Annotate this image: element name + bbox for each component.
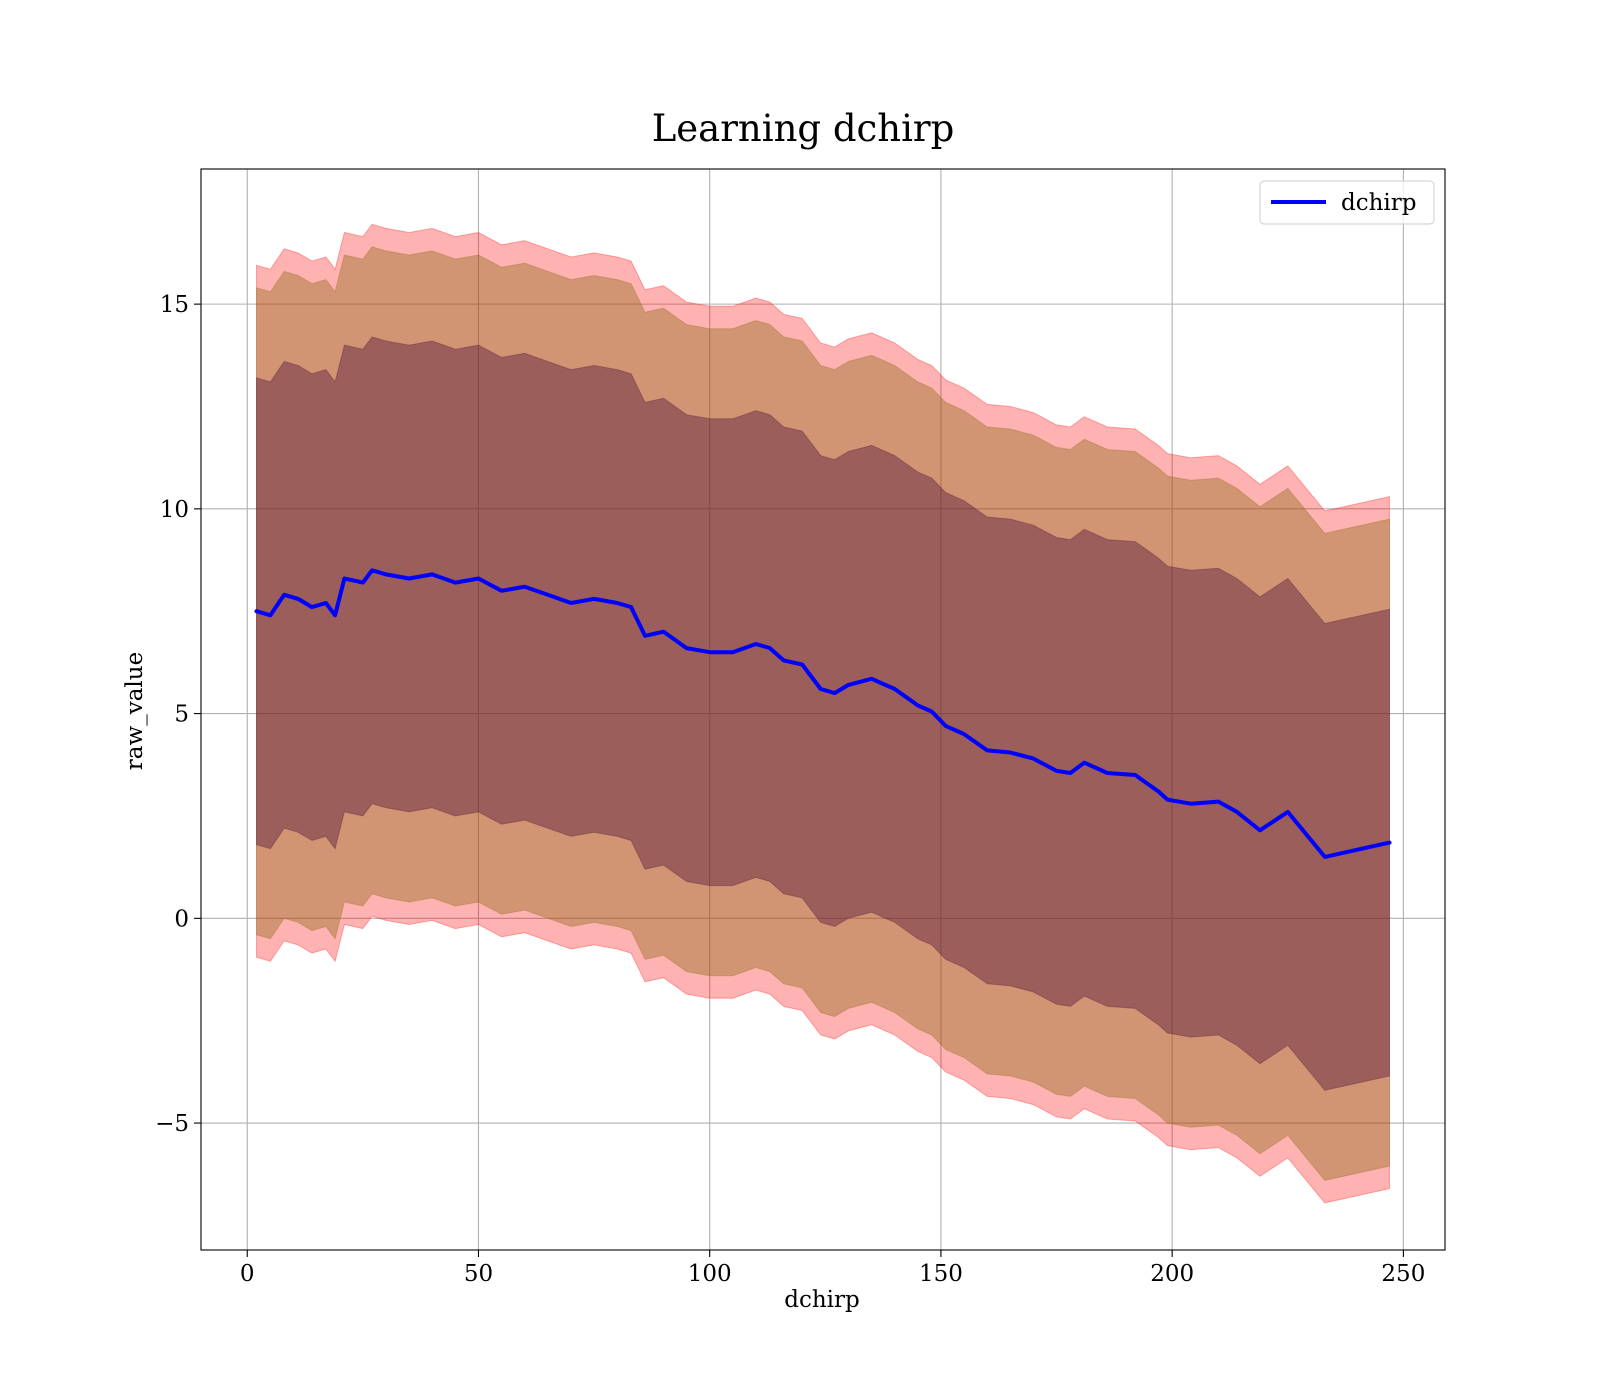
inner-band [256,336,1390,1091]
chart-title: Learning dchirp [652,107,955,150]
series-line-dchirp [254,568,1392,859]
series-lines [254,568,1392,859]
y-axis-label: raw_value [122,652,148,770]
y-tick-label: −5 [155,1111,189,1137]
x-tick-label: 100 [688,1261,732,1287]
x-tick-label: 0 [240,1261,255,1287]
axis-ticks: 0 50 100 150 200 250 −5 0 5 10 15 [155,292,1425,1287]
legend-box [1259,180,1435,225]
y-tick-label: 10 [160,497,189,523]
legend-label: dchirp [1341,190,1417,216]
x-axis-label: dchirp [784,1287,860,1313]
x-tick-label: 200 [1150,1261,1194,1287]
y-tick-label: 0 [174,906,189,932]
plot-frame [200,168,1446,1251]
outer-band [256,223,1390,1204]
x-tick-label: 250 [1381,1261,1425,1287]
legend: dchirp [1259,180,1435,225]
y-tick-label: 15 [160,292,189,318]
x-tick-label: 50 [464,1261,493,1287]
grid [201,169,1445,1250]
confidence-bands [256,223,1390,1204]
y-tick-label: 5 [174,702,189,728]
middle-band [256,246,1390,1181]
x-tick-label: 150 [919,1261,963,1287]
